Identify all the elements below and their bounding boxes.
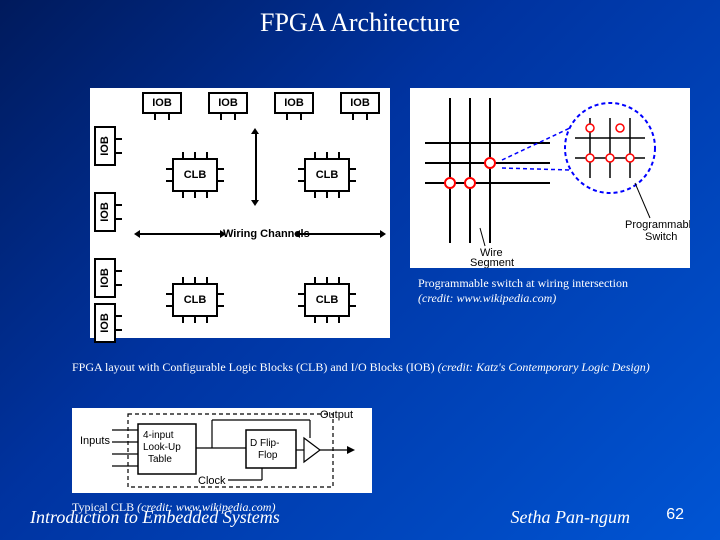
footer-author: Setha Pan-ngum (511, 507, 630, 528)
footer-title: Introduction to Embedded Systems (30, 507, 280, 528)
svg-text:Switch: Switch (645, 231, 677, 243)
clb-detail-figure: 4-input Look-Up Table D Flip- Flop Input… (72, 408, 372, 493)
svg-text:Look-Up: Look-Up (143, 442, 181, 453)
clb-block: CLB (172, 158, 218, 192)
clb-block: CLB (304, 283, 350, 317)
caption-layout: FPGA layout with Configurable Logic Bloc… (72, 360, 650, 375)
svg-text:4-input: 4-input (143, 430, 174, 441)
page-number: 62 (666, 506, 684, 524)
svg-text:Segment: Segment (470, 257, 514, 268)
iob-block: IOB (142, 92, 182, 114)
iob-block: IOB (94, 303, 116, 343)
caption2-text: Programmable switch at wiring intersecti… (418, 276, 628, 290)
caption-switch: Programmable switch at wiring intersecti… (418, 276, 628, 306)
svg-text:Output: Output (320, 409, 353, 421)
svg-text:Programmable: Programmable (625, 219, 690, 231)
svg-text:Clock: Clock (198, 475, 226, 487)
iob-block: IOB (274, 92, 314, 114)
iob-block: IOB (94, 192, 116, 232)
svg-text:Table: Table (148, 454, 172, 465)
caption2-credit: (credit: www.wikipedia.com) (418, 291, 556, 305)
content-area: IOB IOB IOB IOB IOB IOB IOB IOB CLB CLB CLB CLB Wiri… (0, 38, 720, 498)
iob-block: IOB (340, 92, 380, 114)
iob-block: IOB (208, 92, 248, 114)
svg-text:Flop: Flop (258, 450, 278, 461)
page-title: FPGA Architecture (0, 0, 720, 38)
iob-block: IOB (94, 258, 116, 298)
caption1-text: FPGA layout with Configurable Logic Bloc… (72, 360, 438, 374)
switch-intersection-figure: Wire Segment Programmable Switch (410, 88, 690, 268)
clb-block: CLB (304, 158, 350, 192)
svg-text:Inputs: Inputs (80, 435, 110, 447)
clb-block: CLB (172, 283, 218, 317)
wiring-channels-label: Wiring Channels (223, 228, 310, 240)
fpga-layout-figure: IOBIOBIOBIOBIOBIOBIOBIOBCLBCLBCLBCLBWiri… (90, 88, 390, 338)
iob-block: IOB (94, 126, 116, 166)
caption1-credit: (credit: Katz's Contemporary Logic Desig… (438, 360, 650, 374)
svg-text:D Flip-: D Flip- (250, 438, 279, 449)
